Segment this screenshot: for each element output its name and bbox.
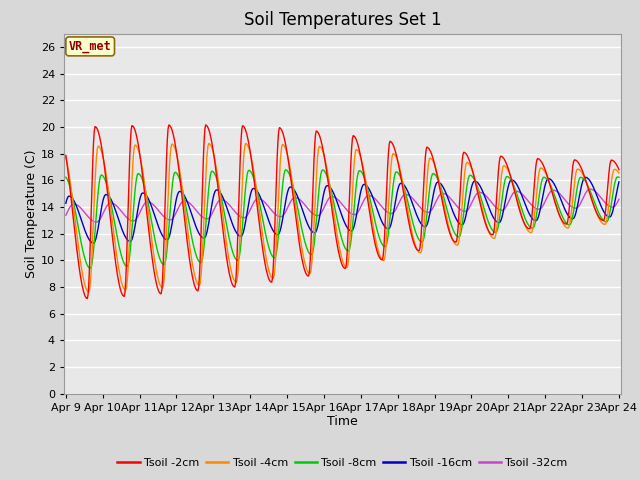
Title: Soil Temperatures Set 1: Soil Temperatures Set 1	[244, 11, 441, 29]
Text: VR_met: VR_met	[68, 40, 111, 53]
Legend: Tsoil -2cm, Tsoil -4cm, Tsoil -8cm, Tsoil -16cm, Tsoil -32cm: Tsoil -2cm, Tsoil -4cm, Tsoil -8cm, Tsoi…	[113, 453, 572, 472]
Y-axis label: Soil Temperature (C): Soil Temperature (C)	[25, 149, 38, 278]
X-axis label: Time: Time	[327, 415, 358, 429]
